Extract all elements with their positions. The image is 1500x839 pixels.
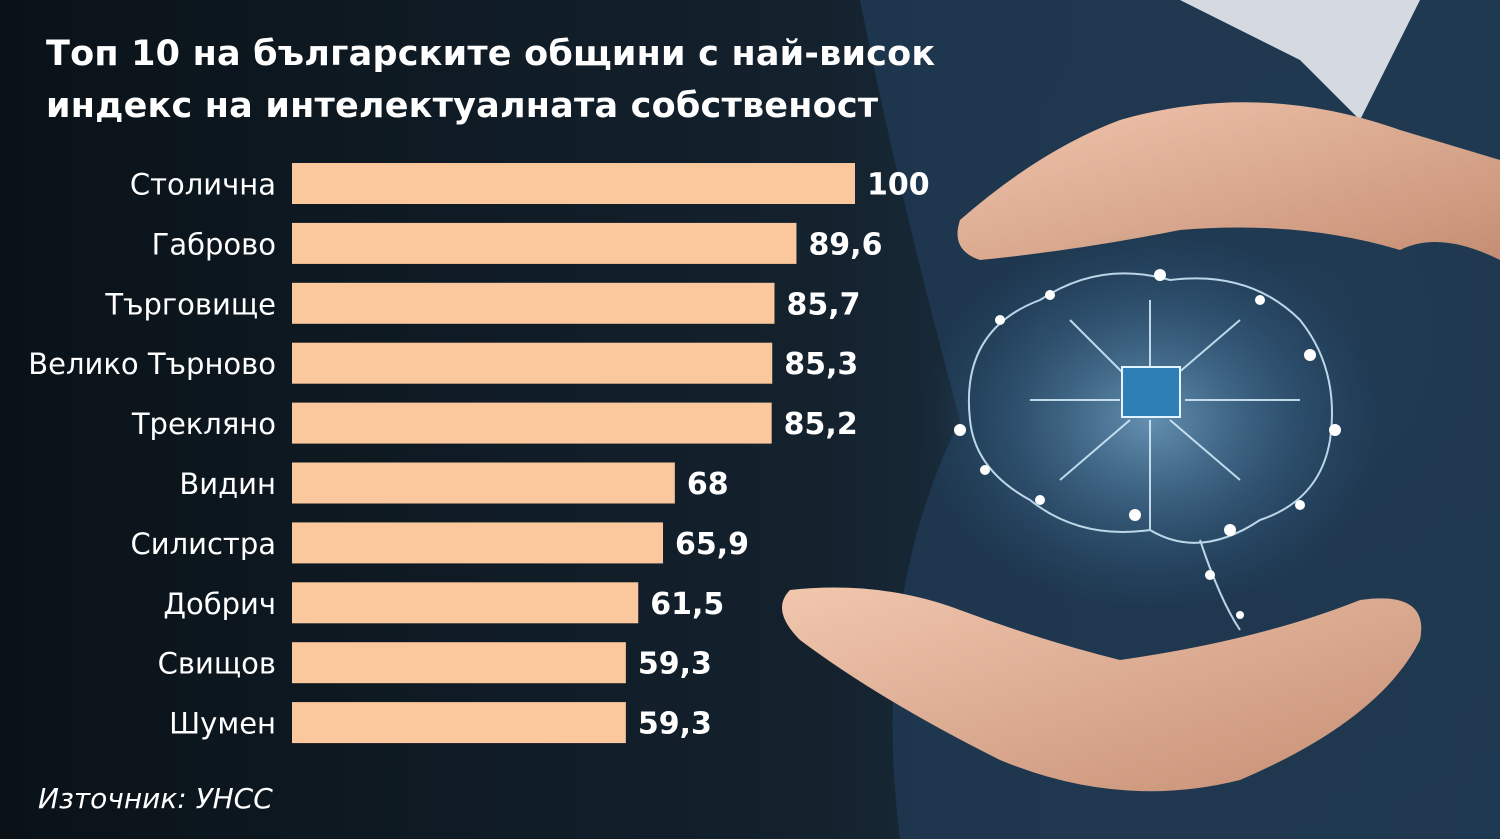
bar xyxy=(292,702,626,744)
upper-hand xyxy=(957,102,1500,260)
category-label: Габрово xyxy=(152,227,276,261)
category-label: Велико Търново xyxy=(28,347,276,381)
bar xyxy=(292,402,772,444)
bar xyxy=(292,522,664,564)
bar xyxy=(292,582,639,624)
bar xyxy=(292,222,797,264)
category-label: Видин xyxy=(179,467,276,501)
lower-hand xyxy=(782,587,1422,792)
category-label: Силистра xyxy=(131,527,277,561)
value-label: 85,3 xyxy=(784,347,858,382)
bar xyxy=(292,282,775,324)
category-label: Трекляно xyxy=(131,407,276,441)
bar xyxy=(292,342,773,384)
value-label: 85,7 xyxy=(786,287,860,322)
value-label: 89,6 xyxy=(808,227,882,262)
value-label: 61,5 xyxy=(650,587,724,622)
value-label: 65,9 xyxy=(675,527,749,562)
value-label: 59,3 xyxy=(638,707,712,742)
shirt-collar xyxy=(1180,0,1420,120)
value-label: 85,2 xyxy=(784,407,858,442)
category-label: Добрич xyxy=(163,587,276,621)
brain-chip xyxy=(1121,366,1181,418)
category-label: Столична xyxy=(130,168,276,202)
bar xyxy=(292,642,626,684)
value-label: 100 xyxy=(867,168,930,203)
category-label: Търговище xyxy=(104,287,276,321)
bar xyxy=(292,163,855,204)
value-label: 59,3 xyxy=(638,647,712,682)
source-note: Източник: УНСС xyxy=(38,782,273,815)
value-label: 68 xyxy=(687,467,729,502)
chart-title: Топ 10 на българските общини с най-висок… xyxy=(46,34,936,126)
bar xyxy=(292,462,675,504)
category-label: Свищов xyxy=(158,647,276,681)
category-label: Шумен xyxy=(169,707,276,741)
